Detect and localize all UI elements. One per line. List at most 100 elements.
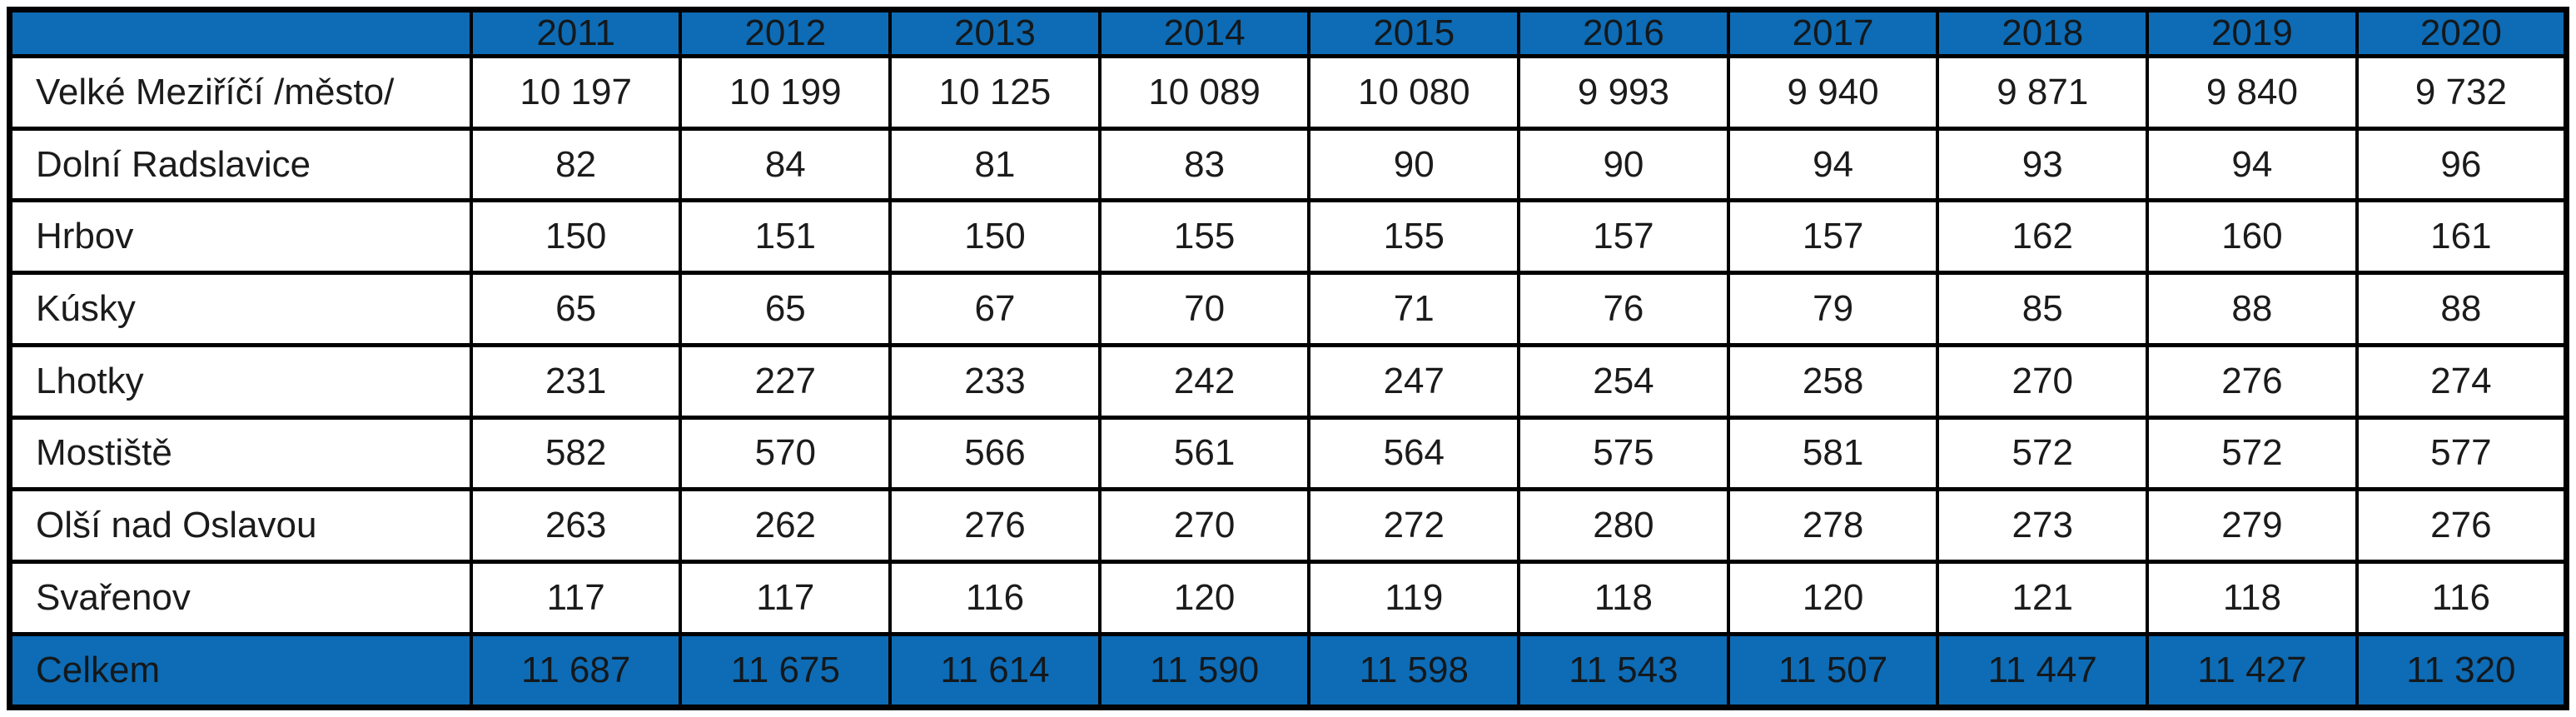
total-value-cell: 11 320 [2355,631,2569,710]
total-row-label: Celkem [7,631,473,710]
year-header: 2018 [1936,7,2150,58]
value-cell: 119 [1307,559,1521,636]
year-header: 2015 [1307,7,1521,58]
value-cell: 88 [2355,271,2569,347]
value-cell: 65 [679,271,893,347]
value-cell: 9 732 [2355,54,2569,131]
total-value-cell: 11 687 [469,631,683,710]
value-cell: 117 [469,559,683,636]
value-cell: 577 [2355,415,2569,492]
value-cell: 151 [679,198,893,276]
total-value-cell: 11 675 [679,631,893,710]
year-header: 2012 [679,7,893,58]
value-cell: 118 [2146,559,2359,636]
year-header: 2014 [1097,7,1311,58]
row-label: Hrbov [7,198,473,276]
value-cell: 120 [1726,559,1940,636]
value-cell: 82 [469,126,683,203]
value-cell: 270 [1097,487,1311,564]
total-value-cell: 11 447 [1936,631,2150,710]
value-cell: 94 [2146,126,2359,203]
value-cell: 161 [2355,198,2569,276]
value-cell: 90 [1307,126,1521,203]
value-cell: 254 [1517,342,1730,420]
value-cell: 93 [1936,126,2150,203]
value-cell: 566 [888,415,1102,492]
table-row: Lhotky 231 227 233 242 247 254 258 270 2… [7,342,2569,420]
value-cell: 65 [469,271,683,347]
value-cell: 117 [679,559,893,636]
value-cell: 258 [1726,342,1940,420]
value-cell: 84 [679,126,893,203]
value-cell: 67 [888,271,1102,347]
row-label: Mostiště [7,415,473,492]
value-cell: 157 [1726,198,1940,276]
year-header: 2013 [888,7,1102,58]
value-cell: 276 [888,487,1102,564]
population-by-year-table: 2011 2012 2013 2014 2015 2016 2017 2018 … [7,7,2569,710]
total-value-cell: 11 598 [1307,631,1521,710]
total-value-cell: 11 590 [1097,631,1311,710]
value-cell: 9 940 [1726,54,1940,131]
value-cell: 94 [1726,126,1940,203]
table-row: Dolní Radslavice 82 84 81 83 90 90 94 93… [7,126,2569,203]
total-value-cell: 11 543 [1517,631,1730,710]
value-cell: 71 [1307,271,1521,347]
value-cell: 9 840 [2146,54,2359,131]
value-cell: 242 [1097,342,1311,420]
value-cell: 581 [1726,415,1940,492]
value-cell: 276 [2146,342,2359,420]
value-cell: 116 [2355,559,2569,636]
value-cell: 155 [1097,198,1311,276]
value-cell: 160 [2146,198,2359,276]
year-header: 2020 [2355,7,2569,58]
value-cell: 9 871 [1936,54,2150,131]
value-cell: 280 [1517,487,1730,564]
value-cell: 570 [679,415,893,492]
table-row: Olší nad Oslavou 263 262 276 270 272 280… [7,487,2569,564]
value-cell: 10 125 [888,54,1102,131]
value-cell: 88 [2146,271,2359,347]
value-cell: 83 [1097,126,1311,203]
value-cell: 270 [1936,342,2150,420]
value-cell: 10 089 [1097,54,1311,131]
row-label: Kúsky [7,271,473,347]
value-cell: 279 [2146,487,2359,564]
table-header-row: 2011 2012 2013 2014 2015 2016 2017 2018 … [7,7,2569,58]
table-row: Kúsky 65 65 67 70 71 76 79 85 88 88 [7,271,2569,347]
value-cell: 81 [888,126,1102,203]
value-cell: 564 [1307,415,1521,492]
value-cell: 150 [469,198,683,276]
row-label: Olší nad Oslavou [7,487,473,564]
value-cell: 70 [1097,271,1311,347]
value-cell: 233 [888,342,1102,420]
value-cell: 263 [469,487,683,564]
value-cell: 231 [469,342,683,420]
value-cell: 9 993 [1517,54,1730,131]
corner-header-cell [7,7,473,58]
value-cell: 274 [2355,342,2569,420]
value-cell: 157 [1517,198,1730,276]
year-header: 2017 [1726,7,1940,58]
value-cell: 162 [1936,198,2150,276]
value-cell: 272 [1307,487,1521,564]
row-label: Svařenov [7,559,473,636]
value-cell: 90 [1517,126,1730,203]
table-row: Hrbov 150 151 150 155 155 157 157 162 16… [7,198,2569,276]
value-cell: 572 [1936,415,2150,492]
table-row: Mostiště 582 570 566 561 564 575 581 572… [7,415,2569,492]
value-cell: 79 [1726,271,1940,347]
value-cell: 276 [2355,487,2569,564]
value-cell: 262 [679,487,893,564]
value-cell: 150 [888,198,1102,276]
value-cell: 247 [1307,342,1521,420]
value-cell: 10 197 [469,54,683,131]
value-cell: 118 [1517,559,1730,636]
value-cell: 121 [1936,559,2150,636]
total-value-cell: 11 614 [888,631,1102,710]
row-label: Velké Meziříčí /město/ [7,54,473,131]
year-header: 2016 [1517,7,1730,58]
total-value-cell: 11 427 [2146,631,2359,710]
value-cell: 227 [679,342,893,420]
year-header: 2019 [2146,7,2359,58]
